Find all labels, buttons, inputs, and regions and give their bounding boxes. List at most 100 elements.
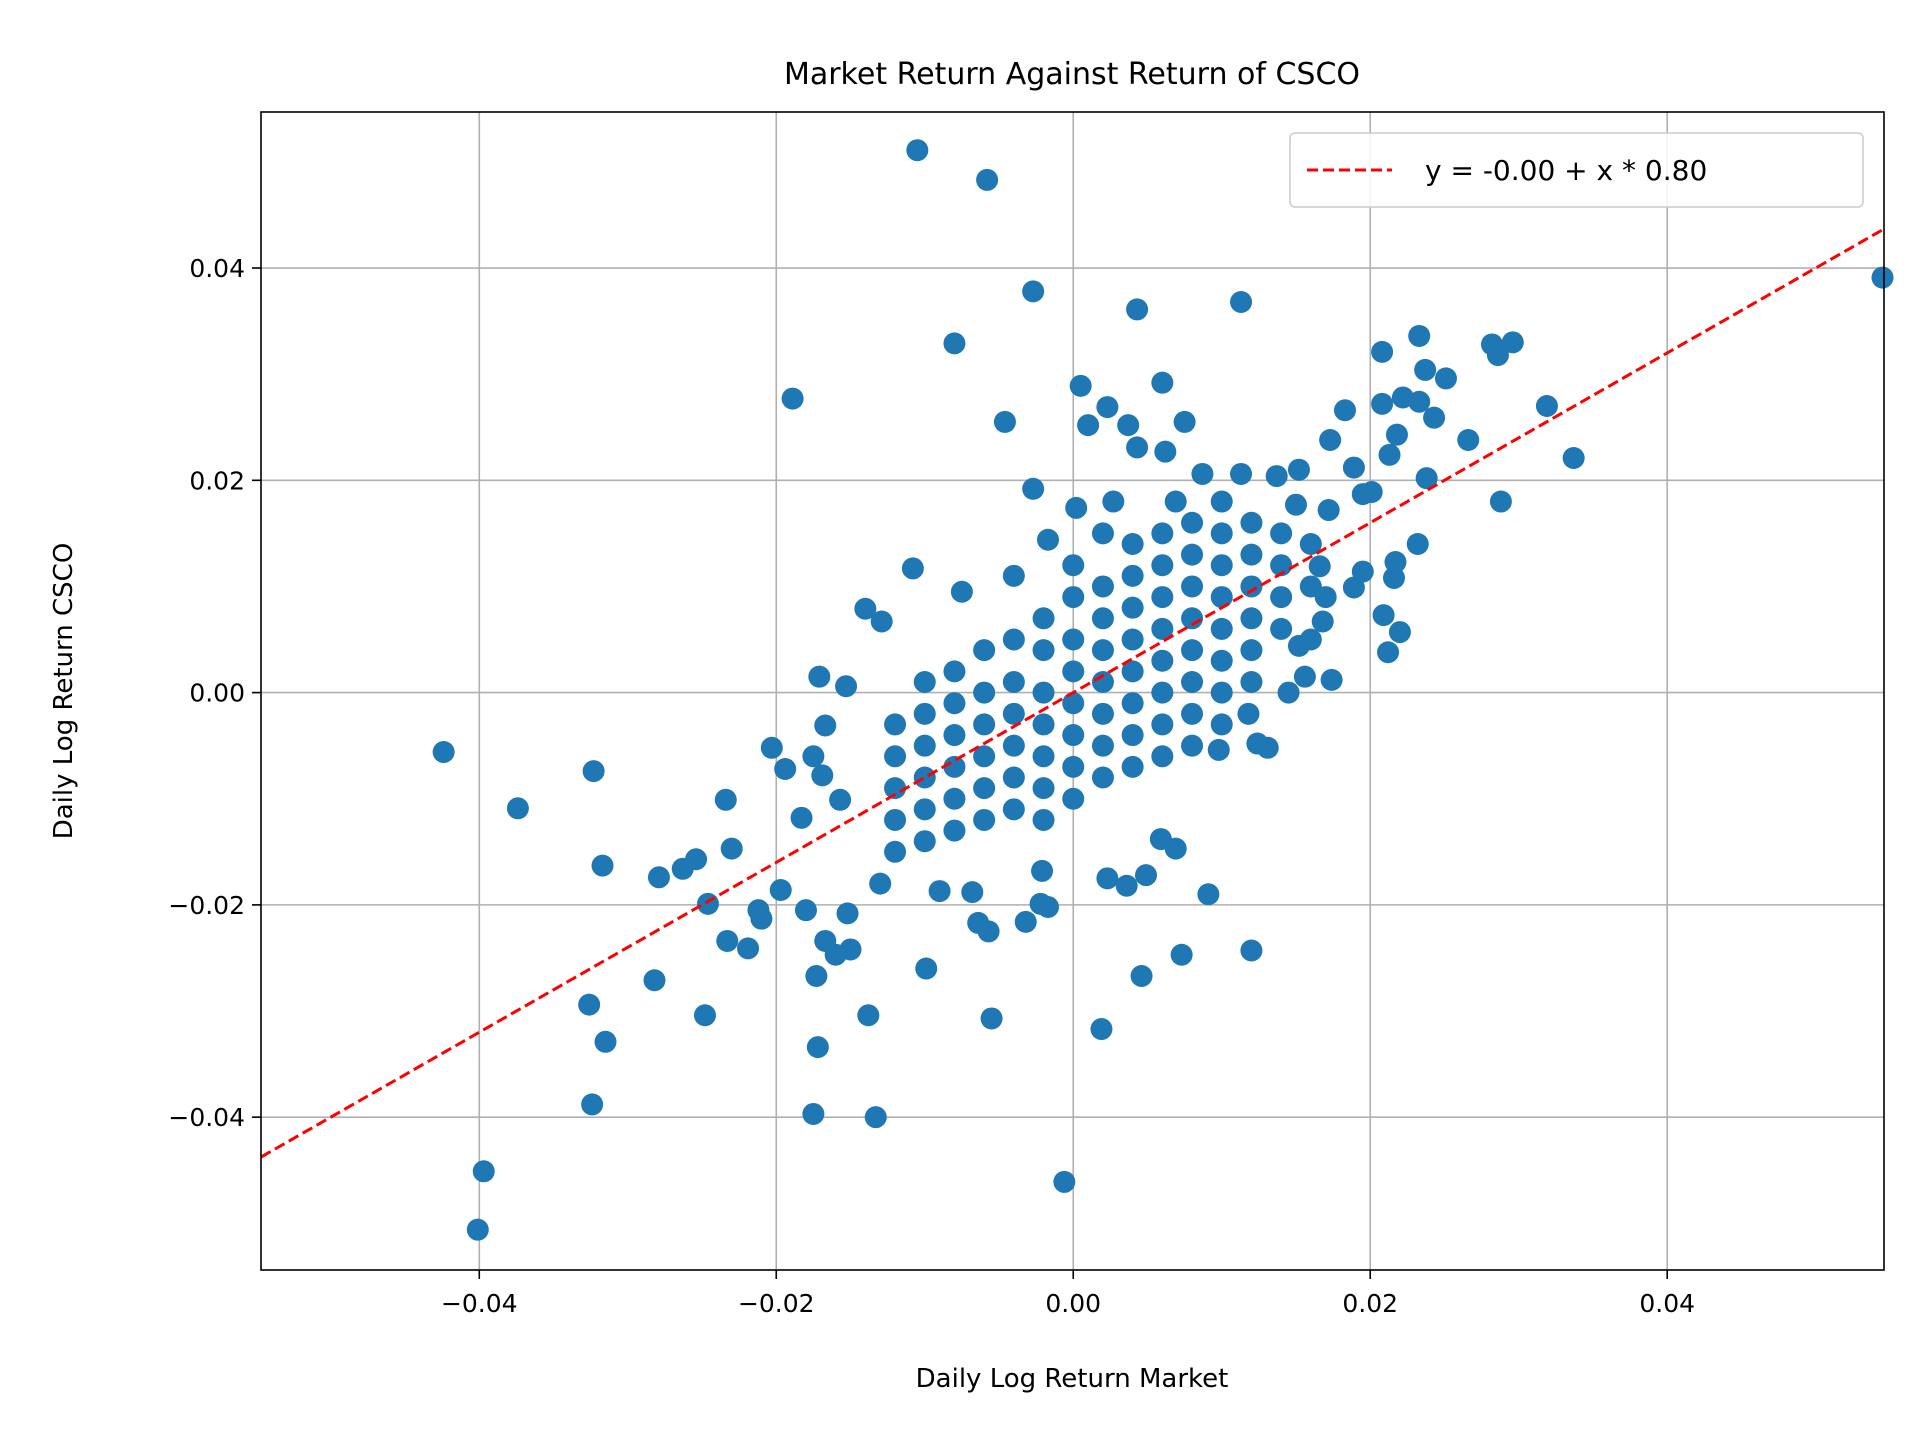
y-tick-label: −0.02 [168,891,245,920]
data-point [696,892,719,915]
x-tick-label: 0.04 [1639,1289,1695,1318]
data-point [647,866,670,889]
data-point [1342,456,1365,479]
data-point [857,1004,880,1027]
data-point [1062,660,1085,683]
x-tick-label: −0.02 [738,1289,815,1318]
data-point [967,911,990,934]
data-point [993,410,1016,433]
data-point [1154,440,1177,463]
data-point [1062,692,1085,715]
data-point [1091,575,1114,598]
grid [261,112,1884,1270]
data-point [1121,532,1144,555]
data-point [1181,543,1204,566]
plot-frame [260,111,1885,1271]
data-point [814,714,837,737]
data-point [973,808,996,831]
x-axis-ticks: −0.04 −0.02 0.00 0.02 0.04 [441,1270,1695,1318]
data-point [714,788,737,811]
data-point [1210,522,1233,545]
data-point [1562,447,1585,470]
data-point [1032,713,1055,736]
legend-label: y = -0.00 + x * 0.80 [1425,154,1707,187]
data-point [1022,477,1045,500]
data-point [1151,745,1174,768]
data-point [1091,607,1114,630]
data-point [805,964,828,987]
data-point [1246,732,1269,755]
data-point [1002,766,1025,789]
data-point [1415,467,1438,490]
data-point [1240,607,1263,630]
x-axis-label: Daily Log Return Market [916,1364,1229,1394]
data-point [1091,766,1114,789]
data-point [1062,586,1085,609]
data-point [1091,522,1114,545]
data-point [950,580,973,603]
data-point [1121,596,1144,619]
chart-title: Market Return Against Return of CSCO [784,57,1360,92]
data-point [915,957,938,980]
data-point [1434,367,1457,390]
data-point [1299,532,1322,555]
data-point [1489,490,1512,513]
data-point [472,1160,495,1183]
data-point [943,332,966,355]
data-point [884,713,907,736]
data-point [1151,371,1174,394]
data-point [1871,266,1894,289]
data-point [1293,665,1316,688]
x-tick-label: 0.00 [1045,1289,1101,1318]
data-point [1265,465,1288,488]
data-point [1191,462,1214,485]
data-point [1151,522,1174,545]
data-point [432,741,455,764]
data-point [913,766,936,789]
data-point [973,745,996,768]
data-point [781,387,804,410]
data-point [1210,713,1233,736]
data-point [1181,702,1204,725]
data-point [802,745,825,768]
data-point [1360,480,1383,503]
data-point [1240,670,1263,693]
data-point [1062,554,1085,577]
data-point [1230,462,1253,485]
data-point [716,929,739,952]
data-point [1240,939,1263,962]
legend-box [1289,132,1864,208]
data-point [854,597,877,620]
data-point [1181,734,1204,757]
y-axis-ticks: −0.04 −0.02 0.00 0.02 0.04 [168,254,261,1132]
data-point [1130,964,1153,987]
data-point [1270,586,1293,609]
data-point [1423,406,1446,429]
data-point [913,798,936,821]
data-point [1014,910,1037,933]
data-point [943,787,966,810]
data-point [1173,410,1196,433]
data-point [928,880,951,903]
data-point [1181,670,1204,693]
data-point [1151,617,1174,640]
data-point [1102,490,1125,513]
data-point [1121,692,1144,715]
data-point [1036,895,1059,918]
data-point [737,937,760,960]
data-point [1002,670,1025,693]
data-point [1408,324,1431,347]
data-point [750,907,773,930]
data-point [943,724,966,747]
data-point [1287,458,1310,481]
data-point [884,777,907,800]
data-point [1382,566,1405,589]
data-point [1210,554,1233,577]
data-point [720,837,743,860]
data-point [1062,628,1085,651]
data-point [1062,724,1085,747]
data-point [906,139,929,162]
data-point [1408,390,1431,413]
data-point [1284,493,1307,516]
